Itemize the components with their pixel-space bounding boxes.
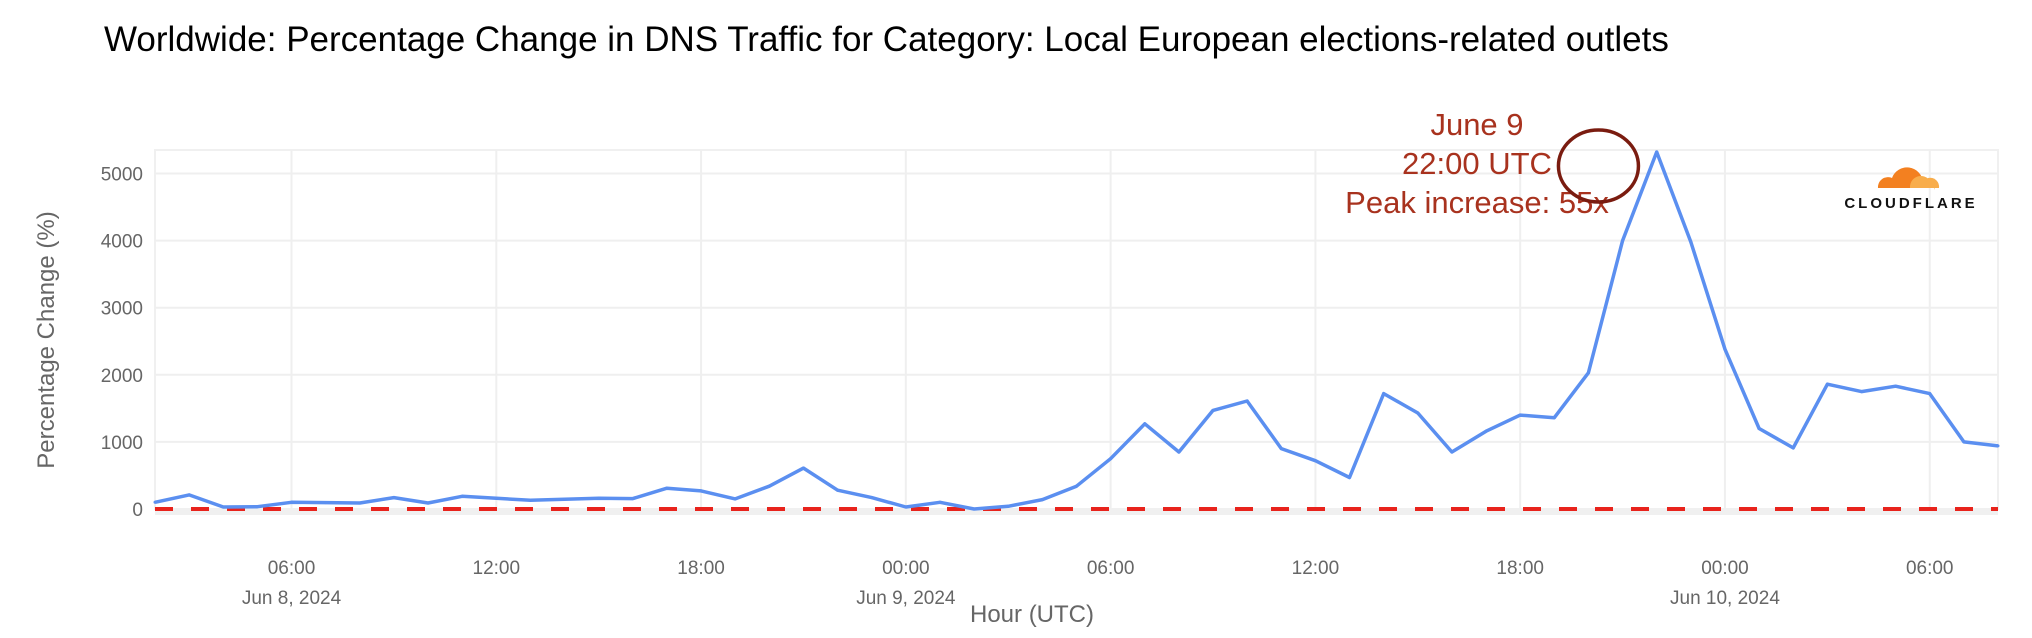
data-point — [1621, 239, 1625, 243]
data-point — [187, 493, 191, 497]
data-point — [938, 500, 942, 504]
baseline-band — [155, 509, 1998, 515]
x-tick-date: Jun 8, 2024 — [242, 588, 342, 609]
data-point — [1040, 498, 1044, 502]
data-point — [563, 497, 567, 501]
data-point — [358, 501, 362, 505]
x-axis-ticks: 06:00 Jun 8, 2024 12:00 18:00 00:00 Jun 9, 20… — [242, 558, 1954, 609]
annotation-time: 22:00 UTC — [1402, 146, 1552, 181]
x-tick-label: 18:00 — [1496, 558, 1544, 579]
data-point — [597, 496, 601, 500]
grid — [154, 149, 1999, 515]
data-point — [1245, 399, 1249, 403]
data-point — [460, 494, 464, 498]
data-point — [1791, 446, 1795, 450]
x-tick-date: Jun 10, 2024 — [1670, 588, 1780, 609]
data-point — [1211, 408, 1215, 412]
data-point — [153, 500, 157, 504]
data-point — [972, 507, 976, 511]
y-tick-label: 0 — [132, 500, 143, 521]
data-point — [801, 466, 805, 470]
data-point — [1689, 240, 1693, 244]
data-point — [904, 505, 908, 509]
peak-circle — [1556, 128, 1641, 204]
y-tick-label: 4000 — [101, 232, 143, 253]
x-tick-date: Jun 9, 2024 — [856, 588, 956, 609]
data-point — [1962, 440, 1966, 444]
data-point — [1075, 484, 1078, 488]
data-point — [1586, 371, 1590, 375]
data-point — [1859, 390, 1863, 394]
data-point — [733, 497, 737, 501]
y-axis-label: Percentage Change (%) — [33, 211, 60, 468]
data-point — [1894, 384, 1898, 388]
data-point — [221, 505, 225, 509]
data-point — [255, 505, 259, 509]
data-point — [1825, 382, 1829, 386]
y-tick-label: 5000 — [101, 164, 143, 185]
data-point — [1416, 411, 1420, 415]
cloudflare-logo: CLOUDFLARE — [1844, 167, 1977, 212]
cloud-icon — [1877, 167, 1940, 190]
plot-border — [154, 149, 1999, 510]
data-point — [1313, 459, 1317, 463]
data-point — [528, 498, 532, 502]
data-point — [1006, 504, 1010, 508]
data-point — [699, 489, 703, 493]
data-point — [836, 488, 840, 492]
y-tick-label: 2000 — [101, 366, 143, 387]
logo-text: CLOUDFLARE — [1844, 195, 1977, 212]
x-tick-label: 12:00 — [473, 558, 521, 579]
data-point — [1518, 413, 1522, 417]
data-point — [631, 497, 635, 501]
data-point — [1143, 422, 1147, 426]
data-point — [767, 484, 771, 488]
data-point — [1996, 444, 2000, 448]
data-point — [1279, 447, 1283, 451]
data-point — [1928, 392, 1932, 396]
x-tick-label: 12:00 — [1292, 558, 1340, 579]
annotation-peak: Peak increase: 55x — [1345, 185, 1609, 220]
data-point — [1177, 450, 1181, 454]
data-point — [1757, 426, 1761, 430]
annotation-date: June 9 — [1430, 107, 1523, 142]
y-axis-ticks: 0 1000 2000 3000 4000 5000 — [101, 164, 143, 521]
x-tick-label: 06:00 — [1087, 558, 1135, 579]
y-tick-label: 1000 — [101, 433, 143, 454]
data-point — [1382, 392, 1386, 396]
data-point — [1723, 347, 1727, 351]
data-point — [665, 486, 669, 490]
x-tick-label: 00:00 — [1701, 558, 1749, 579]
data-point — [426, 501, 430, 505]
data-point — [1109, 457, 1113, 461]
data-point — [1450, 450, 1454, 454]
data-point — [290, 500, 294, 504]
data-point — [392, 496, 396, 500]
data-point — [1552, 416, 1556, 420]
data-point — [870, 496, 874, 500]
x-axis-label: Hour (UTC) — [970, 601, 1094, 628]
data-point — [1484, 429, 1488, 433]
x-tick-label: 00:00 — [882, 558, 930, 579]
x-tick-label: 06:00 — [1906, 558, 1954, 579]
x-tick-label: 18:00 — [677, 558, 725, 579]
series-line — [154, 150, 1999, 511]
data-point — [1348, 475, 1352, 479]
data-point — [1655, 150, 1659, 154]
x-tick-label: 06:00 — [268, 558, 316, 579]
chart-title: Worldwide: Percentage Change in DNS Traf… — [104, 20, 1669, 59]
data-point — [324, 501, 328, 505]
series-layer — [153, 150, 2000, 511]
data-point — [494, 496, 498, 500]
peak-annotation: June 9 22:00 UTC Peak increase: 55x — [1345, 107, 1641, 220]
y-tick-label: 3000 — [101, 299, 143, 320]
